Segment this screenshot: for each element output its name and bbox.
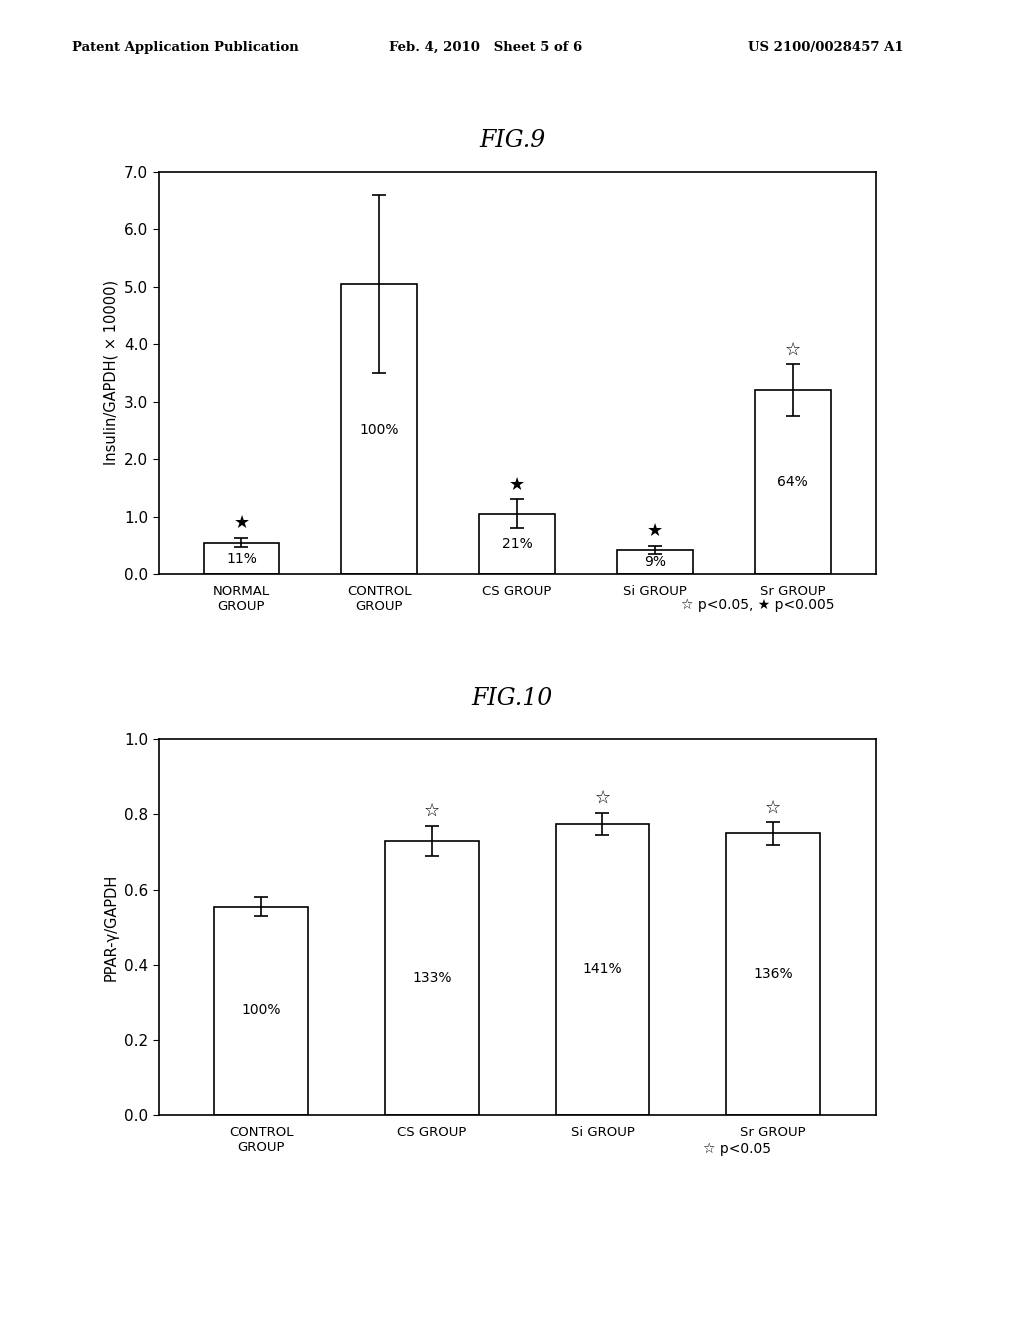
Bar <box>385 841 479 1115</box>
Bar <box>204 543 280 574</box>
Text: ☆: ☆ <box>765 799 781 816</box>
Text: ★: ★ <box>509 475 525 494</box>
Y-axis label: PPAR-γ/GAPDH: PPAR-γ/GAPDH <box>103 874 119 981</box>
Bar <box>479 513 555 574</box>
Text: ☆: ☆ <box>594 789 610 807</box>
Text: Feb. 4, 2010   Sheet 5 of 6: Feb. 4, 2010 Sheet 5 of 6 <box>389 41 583 54</box>
Text: FIG.10: FIG.10 <box>471 688 553 710</box>
Text: 136%: 136% <box>754 968 793 981</box>
Text: ★: ★ <box>233 515 250 532</box>
Text: ☆: ☆ <box>424 803 440 820</box>
Text: 100%: 100% <box>359 424 399 437</box>
Text: ★: ★ <box>647 523 663 540</box>
Y-axis label: Insulin/GAPDH( × 10000): Insulin/GAPDH( × 10000) <box>103 280 119 466</box>
Text: 100%: 100% <box>242 1003 281 1018</box>
Text: ☆ p<0.05, ★ p<0.005: ☆ p<0.05, ★ p<0.005 <box>681 598 835 612</box>
Bar <box>617 550 693 574</box>
Text: Patent Application Publication: Patent Application Publication <box>72 41 298 54</box>
Bar <box>214 907 308 1115</box>
Text: 133%: 133% <box>412 972 452 985</box>
Text: ☆ p<0.05: ☆ p<0.05 <box>703 1142 771 1156</box>
Text: 9%: 9% <box>644 556 666 569</box>
Bar <box>755 391 830 574</box>
Bar <box>726 833 820 1115</box>
Text: 21%: 21% <box>502 537 532 552</box>
Text: ☆: ☆ <box>784 341 801 359</box>
Text: 64%: 64% <box>777 475 808 490</box>
Text: US 2100/0028457 A1: US 2100/0028457 A1 <box>748 41 903 54</box>
Text: FIG.9: FIG.9 <box>479 129 545 152</box>
Text: 141%: 141% <box>583 962 623 975</box>
Text: 11%: 11% <box>226 552 257 566</box>
Bar <box>341 284 417 574</box>
Bar <box>555 824 649 1115</box>
